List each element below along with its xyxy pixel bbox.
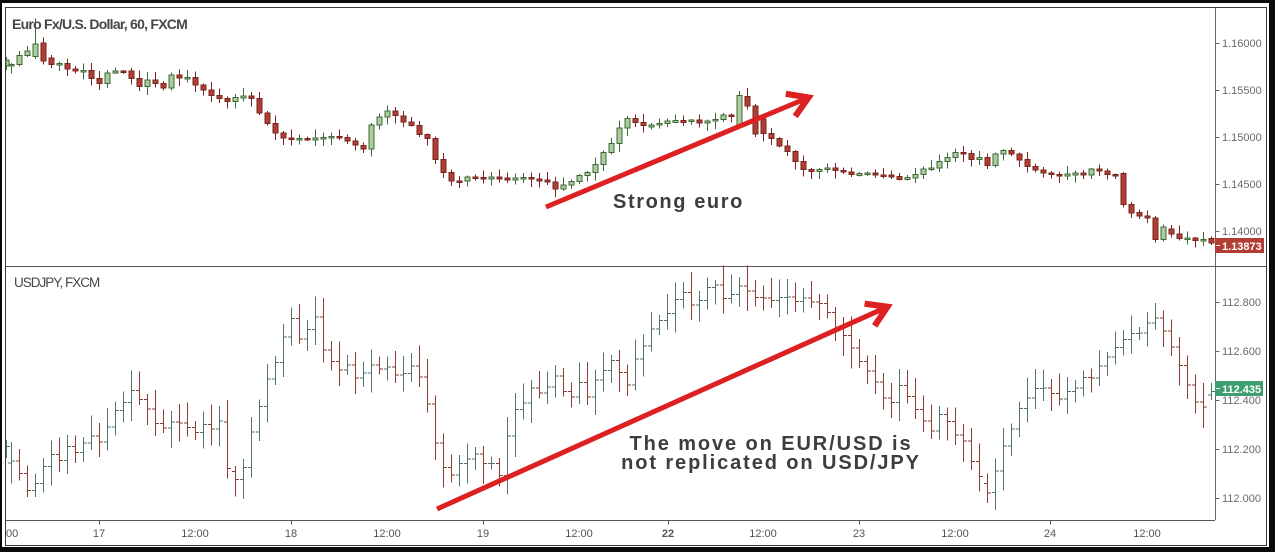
svg-text:12:00: 12:00	[565, 528, 593, 540]
svg-text:12:00: 12:00	[1133, 528, 1161, 540]
svg-text:24: 24	[1044, 528, 1056, 540]
svg-text:USDJPY, FXCM: USDJPY, FXCM	[14, 275, 100, 290]
svg-text:1.14000: 1.14000	[1222, 226, 1262, 238]
svg-text:12:00: 12:00	[373, 528, 401, 540]
svg-text:1.15500: 1.15500	[1222, 85, 1262, 97]
svg-text:1.16000: 1.16000	[1222, 38, 1262, 50]
svg-text:1.14500: 1.14500	[1222, 179, 1262, 191]
svg-text:19: 19	[477, 528, 489, 540]
svg-text:1.13873: 1.13873	[1222, 241, 1262, 253]
svg-text:112.400: 112.400	[1222, 395, 1261, 407]
svg-text:not replicated on USD/JPY: not replicated on USD/JPY	[621, 452, 921, 474]
svg-text:1.15000: 1.15000	[1222, 132, 1262, 144]
svg-text:12:00: 12:00	[181, 528, 209, 540]
svg-text:12:00: 12:00	[749, 528, 777, 540]
svg-text:00: 00	[6, 528, 18, 540]
svg-text:12:00: 12:00	[941, 528, 969, 540]
svg-text:17: 17	[93, 528, 105, 540]
svg-text:Strong euro: Strong euro	[613, 191, 744, 213]
svg-text:112.435: 112.435	[1222, 384, 1261, 396]
svg-text:112.600: 112.600	[1222, 346, 1261, 358]
svg-text:The move on EUR/USD is: The move on EUR/USD is	[630, 433, 913, 455]
svg-text:18: 18	[285, 528, 297, 540]
svg-text:22: 22	[662, 528, 674, 540]
svg-text:112.000: 112.000	[1222, 493, 1261, 505]
svg-text:Euro Fx/U.S. Dollar, 60, FXCM: Euro Fx/U.S. Dollar, 60, FXCM	[12, 16, 187, 32]
svg-text:112.800: 112.800	[1222, 297, 1261, 309]
svg-text:23: 23	[853, 528, 865, 540]
svg-text:112.200: 112.200	[1222, 444, 1261, 456]
